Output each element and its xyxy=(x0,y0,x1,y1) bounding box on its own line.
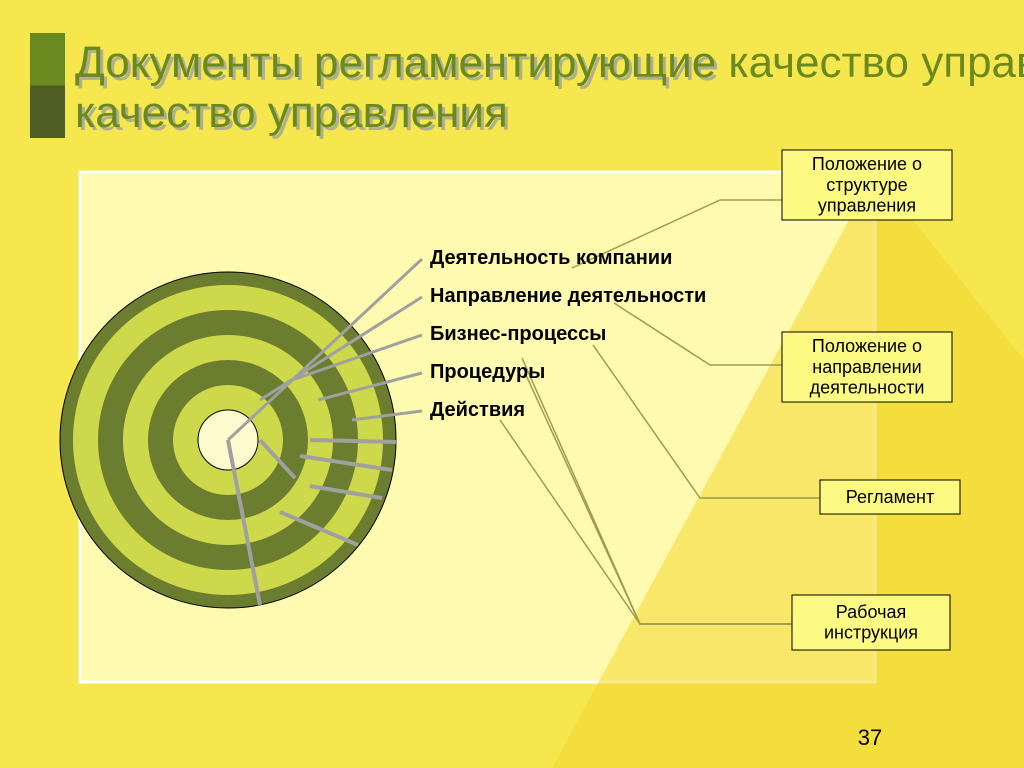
doc-box-label: Рабочая xyxy=(836,602,906,622)
doc-box-label: инструкция xyxy=(824,623,918,643)
ring-label: Действия xyxy=(430,399,525,421)
slide-title: качество управления xyxy=(75,88,508,137)
page-number: 37 xyxy=(858,725,882,750)
doc-box-label: направлении xyxy=(812,357,921,377)
ring-label: Процедуры xyxy=(430,361,545,383)
doc-box-label: деятельности xyxy=(810,378,925,398)
slide: Документы регламентирующиеДокументы регл… xyxy=(0,0,1024,768)
spoke-line xyxy=(310,440,396,442)
accent-bar-bottom xyxy=(30,86,65,139)
diagram-canvas: Документы регламентирующиеДокументы регл… xyxy=(0,0,1024,768)
doc-box-label: структуре xyxy=(826,175,907,195)
doc-box-label: Регламент xyxy=(846,487,934,507)
doc-box-label: Положение о xyxy=(812,154,922,174)
doc-box-label: Положение о xyxy=(812,336,922,356)
ring-label: Направление деятельности xyxy=(430,285,706,307)
doc-box-label: управления xyxy=(818,196,916,216)
accent-bar-top xyxy=(30,33,65,86)
slide-title: Документы регламентирующие качество упра… xyxy=(75,38,1024,87)
ring-label: Бизнес-процессы xyxy=(430,323,606,345)
ring-label: Деятельность компании xyxy=(430,247,672,269)
